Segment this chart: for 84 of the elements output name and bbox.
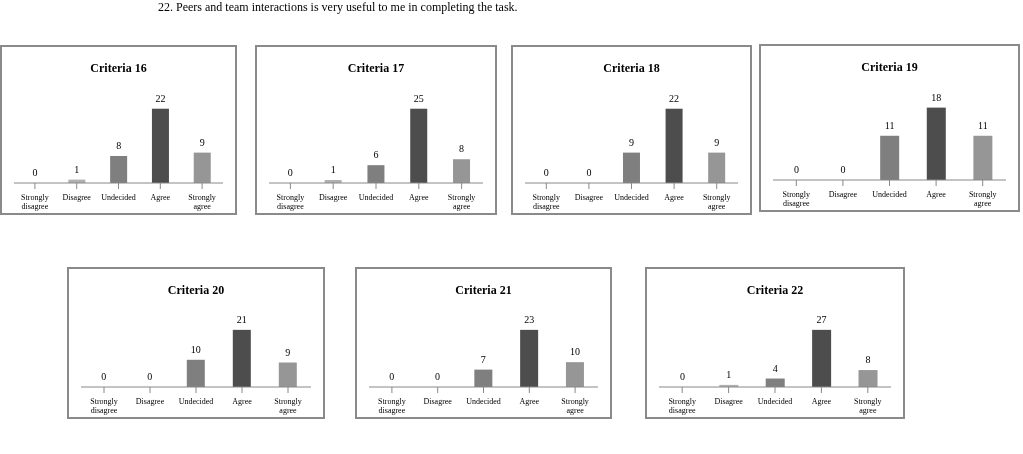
data-label: 22 <box>155 92 166 104</box>
data-label: 11 <box>978 119 988 131</box>
data-label: 1 <box>726 368 732 380</box>
bar <box>151 108 169 183</box>
data-label: 18 <box>931 91 942 103</box>
data-label: 0 <box>679 371 685 382</box>
x-tick-label: Undecided <box>101 193 136 202</box>
x-tick-label: Undecided <box>872 190 907 199</box>
x-tick-label: Strongly agree <box>274 397 302 415</box>
chart-title: Criteria 21 <box>454 283 513 298</box>
data-label: 7 <box>480 353 486 365</box>
x-tick-label: Agree <box>926 190 947 199</box>
chart-title: Criteria 19 <box>860 60 919 75</box>
x-tick-label: Strongly disagree <box>90 397 118 415</box>
x-tick-label: Disagree <box>135 397 165 406</box>
x-tick-label: Undecided <box>757 397 793 406</box>
data-label: 0 <box>793 164 799 175</box>
x-tick-label: Undecided <box>614 193 649 202</box>
x-tick-label: Strongly disagree <box>276 193 305 211</box>
data-label: 9 <box>628 136 634 148</box>
data-label: 23 <box>524 313 535 325</box>
x-tick-label: Agree <box>811 397 832 406</box>
x-tick-label: Strongly agree <box>854 397 882 415</box>
x-tick-label: Strongly agree <box>188 193 216 211</box>
data-label: 0 <box>287 167 293 178</box>
data-label: 6 <box>373 149 379 161</box>
data-label: 0 <box>586 167 592 178</box>
chart-title: Criteria 17 <box>346 61 406 76</box>
x-tick-label: Strongly agree <box>702 193 731 211</box>
x-tick-label: Strongly disagree <box>21 193 49 211</box>
data-label: 22 <box>669 92 680 104</box>
x-tick-label: Disagree <box>62 193 92 202</box>
data-label: 9 <box>285 346 291 358</box>
x-tick-label: Strongly disagree <box>668 397 696 415</box>
data-label: 11 <box>884 119 895 131</box>
chart-title: Criteria 18 <box>602 61 661 76</box>
x-tick-label: Undecided <box>358 193 394 202</box>
data-label: 0 <box>435 371 441 382</box>
data-label: 0 <box>389 371 395 382</box>
x-tick-label: Strongly agree <box>447 193 476 211</box>
bar <box>193 152 211 183</box>
bar <box>410 108 428 183</box>
x-tick-label: Disagree <box>318 193 348 202</box>
data-label: 8 <box>459 143 465 155</box>
x-tick-label: Undecided <box>178 397 214 406</box>
x-tick-label: Disagree <box>828 190 858 199</box>
data-label: 25 <box>413 92 424 104</box>
x-tick-label: Disagree <box>574 193 604 202</box>
data-label: 9 <box>714 136 720 148</box>
data-label: 27 <box>816 313 827 325</box>
data-label: 0 <box>147 371 153 382</box>
text: 22. Peers and team interactions is very useful to me in completing the task. <box>158 0 518 15</box>
data-label: 0 <box>543 167 549 178</box>
data-label: 9 <box>199 136 205 148</box>
x-tick-label: Disagree <box>714 397 744 406</box>
bar <box>858 370 878 387</box>
x-tick-label: Agree <box>232 397 253 406</box>
data-label: 10 <box>190 343 201 355</box>
x-tick-label: Strongly disagree <box>532 193 561 211</box>
data-label: 8 <box>865 354 871 366</box>
data-label: 1 <box>74 163 80 175</box>
x-tick-label: Strongly disagree <box>378 397 406 415</box>
chart-title: Criteria 22 <box>745 283 805 298</box>
x-tick-label: Undecided <box>466 397 501 406</box>
data-label: 10 <box>569 346 580 358</box>
data-label: 0 <box>101 371 107 382</box>
data-label: 21 <box>236 313 247 325</box>
x-tick-label: Agree <box>150 193 171 202</box>
chart-title: Criteria 16 <box>89 61 148 76</box>
x-tick-label: Agree <box>409 193 430 202</box>
data-label: 0 <box>32 167 38 178</box>
x-tick-label: Strongly agree <box>968 190 997 208</box>
data-label: 4 <box>772 362 778 374</box>
bar <box>453 159 471 183</box>
bar <box>812 329 832 387</box>
data-label: 1 <box>330 164 336 176</box>
x-tick-label: Strongly disagree <box>782 190 811 208</box>
x-tick-label: Agree <box>664 193 685 202</box>
data-label: 8 <box>116 139 122 151</box>
chart-title: Criteria 20 <box>166 283 226 298</box>
x-tick-label: Disagree <box>423 397 453 406</box>
x-tick-label: Strongly agree <box>561 397 589 415</box>
data-label: 0 <box>840 164 846 175</box>
x-tick-label: Agree <box>519 397 540 406</box>
